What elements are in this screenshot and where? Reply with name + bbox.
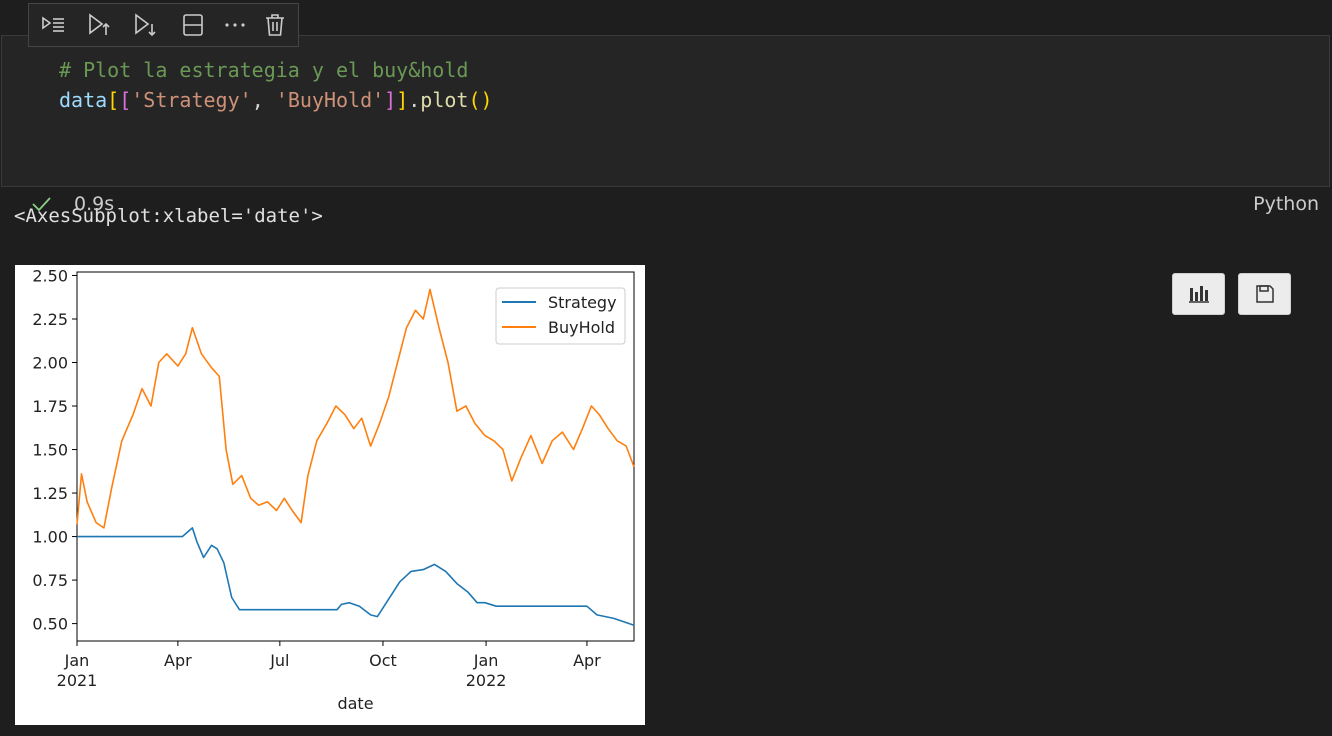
x-tick-label: Jul bbox=[269, 651, 289, 670]
code-comma: , bbox=[251, 88, 276, 112]
plot-output: 0.50 0.75 1.00 1.25 1.50 1.75 2.00 2.25 2.50 Jan 2… bbox=[15, 265, 645, 725]
code-parens: () bbox=[468, 88, 493, 112]
x-tick-label: Jan bbox=[473, 651, 499, 670]
save-icon bbox=[1255, 285, 1274, 303]
x-axis-label: date bbox=[337, 694, 373, 713]
y-tick-label: 2.25 bbox=[32, 310, 68, 329]
y-tick-label: 1.50 bbox=[32, 441, 68, 460]
code-bracket-close-inner: ] bbox=[384, 88, 397, 112]
series-line-buyhold bbox=[76, 288, 635, 529]
check-icon bbox=[32, 197, 51, 212]
x-tick-sublabel: 2021 bbox=[57, 671, 98, 690]
code-line-plot[interactable]: data[['Strategy', 'BuyHold']].plot() bbox=[59, 86, 493, 114]
execute-above-and-cell-icon[interactable] bbox=[37, 10, 69, 40]
split-cell-icon[interactable] bbox=[177, 10, 209, 40]
legend-label: BuyHold bbox=[548, 318, 615, 337]
x-tick-label: Apr bbox=[164, 651, 192, 670]
execution-time: 0.9s bbox=[74, 193, 115, 215]
y-tick-label: 1.00 bbox=[32, 528, 68, 547]
x-tick-label: Apr bbox=[573, 651, 601, 670]
save-image-button[interactable] bbox=[1238, 273, 1291, 315]
delete-cell-icon[interactable] bbox=[259, 10, 291, 40]
y-tick-label: 1.25 bbox=[32, 484, 68, 503]
more-actions-icon[interactable] bbox=[219, 10, 251, 40]
bar-chart-icon bbox=[1188, 286, 1209, 303]
code-comment: # Plot la estrategia y el buy&hold bbox=[59, 58, 469, 82]
output-text: <AxesSubplot:xlabel='date'> bbox=[14, 205, 323, 227]
code-cell[interactable]: # Plot la estrategia y el buy&hold data[… bbox=[1, 35, 1330, 215]
code-dot: . bbox=[408, 88, 421, 112]
x-tick-label: Jan bbox=[64, 651, 90, 670]
run-above-icon[interactable] bbox=[83, 10, 115, 40]
y-tick-label: 1.75 bbox=[32, 397, 68, 416]
code-bracket-open-outer: [ bbox=[107, 88, 120, 112]
code-function: plot bbox=[420, 88, 469, 112]
code-string-buyhold: 'BuyHold' bbox=[275, 88, 385, 112]
plot-viewer-button[interactable] bbox=[1172, 273, 1225, 315]
run-below-icon[interactable] bbox=[129, 10, 161, 40]
code-variable: data bbox=[59, 88, 108, 112]
language-selector[interactable]: Python bbox=[1253, 193, 1319, 215]
code-bracket-close-outer: ] bbox=[396, 88, 409, 112]
legend-label: Strategy bbox=[548, 293, 617, 312]
cell-toolbar bbox=[28, 3, 299, 47]
y-tick-label: 0.75 bbox=[32, 571, 68, 590]
y-tick-label: 0.50 bbox=[32, 615, 68, 634]
y-tick-label: 2.00 bbox=[32, 354, 68, 373]
code-string-strategy: 'Strategy' bbox=[131, 88, 252, 112]
code-line-comment[interactable]: # Plot la estrategia y el buy&hold bbox=[59, 56, 468, 84]
line-chart: 0.500.751.001.251.501.752.002.252.50Jan2… bbox=[32, 266, 635, 713]
y-tick-label: 2.50 bbox=[32, 266, 68, 285]
x-tick-sublabel: 2022 bbox=[466, 671, 507, 690]
code-bracket-open-inner: [ bbox=[119, 88, 132, 112]
series-line-strategy bbox=[77, 527, 635, 627]
x-tick-label: Oct bbox=[369, 651, 397, 670]
